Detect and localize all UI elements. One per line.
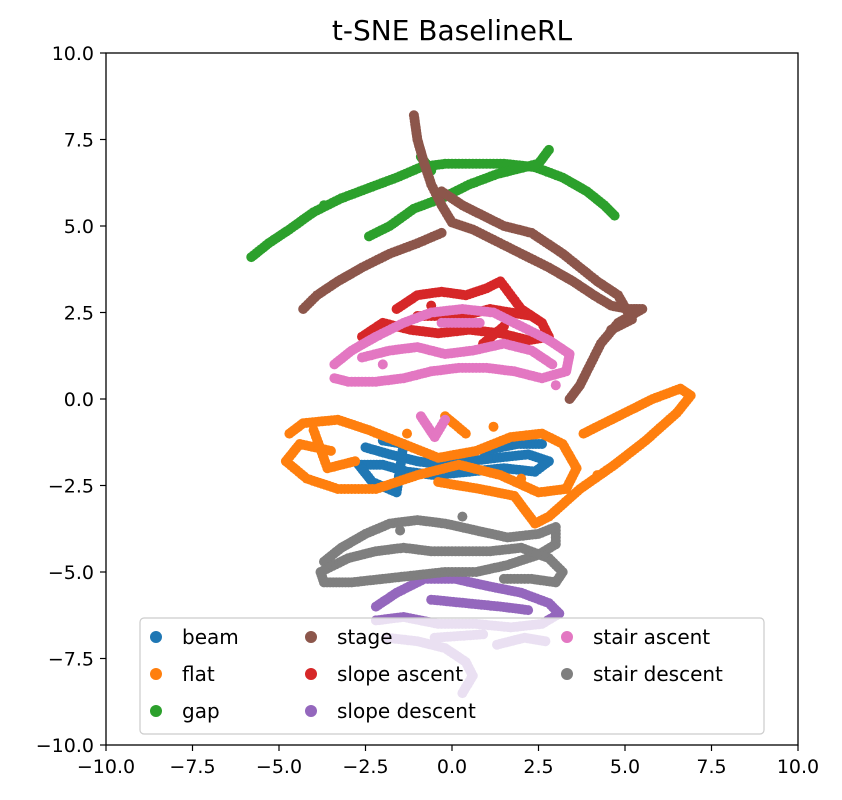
legend-marker	[305, 631, 317, 643]
point	[550, 380, 561, 391]
legend-item-beam: beam	[150, 625, 239, 649]
legend-label: stair descent	[593, 662, 723, 686]
series-gap	[246, 144, 620, 263]
legend-label: stage	[337, 625, 393, 649]
legend-label: slope descent	[337, 699, 476, 723]
x-tick-label: 5.0	[610, 756, 640, 778]
legend-marker	[150, 631, 162, 643]
legend-label: gap	[182, 699, 220, 723]
point	[436, 317, 447, 328]
point	[498, 573, 509, 584]
legend-item-stair-ascent: stair ascent	[561, 625, 710, 649]
legend-frame	[139, 617, 765, 735]
x-tick-label: −5.0	[256, 756, 302, 778]
y-tick-label: −2.5	[48, 476, 94, 498]
x-axis: −10.0 −7.5 −5.0 −2.5 0.0 2.5 5.0 7.5 10.0	[77, 745, 819, 778]
point	[488, 421, 499, 432]
point	[523, 605, 534, 616]
point	[377, 359, 388, 370]
point	[308, 425, 319, 436]
series-stage	[298, 110, 648, 404]
point	[440, 414, 451, 425]
y-tick-label: 5.0	[64, 216, 94, 238]
legend-marker	[561, 668, 573, 680]
point	[537, 439, 547, 449]
y-tick-label: −7.5	[48, 649, 94, 671]
point	[516, 473, 527, 484]
point	[319, 200, 329, 211]
y-tick-label: 0.0	[64, 389, 94, 411]
point	[457, 511, 468, 522]
point	[512, 162, 523, 173]
point	[592, 470, 603, 481]
legend-item-stair-descent: stair descent	[561, 662, 723, 686]
legend-marker	[305, 705, 317, 717]
legend-marker	[150, 705, 162, 717]
y-axis: −10.0 −7.5 −5.0 −2.5 0.0 2.5 5.0 7.5 10.0	[36, 43, 106, 757]
series-stair-ascent	[329, 304, 575, 443]
point	[402, 428, 412, 439]
y-tick-label: 2.5	[64, 303, 94, 325]
legend-item-slope-ascent: slope ascent	[305, 662, 463, 686]
legend-item-gap: gap	[150, 699, 220, 723]
series-stair-descent	[315, 511, 568, 588]
legend-label: beam	[182, 625, 239, 649]
legend-label: slope ascent	[337, 662, 463, 686]
legend-item-stage: stage	[305, 625, 393, 649]
legend-marker	[305, 668, 317, 680]
point	[325, 445, 336, 456]
point	[298, 304, 309, 314]
legend-label: flat	[182, 662, 215, 686]
legend: beam flat gap stage slope ascent slope descen…	[139, 617, 765, 735]
y-tick-label: −5.0	[48, 562, 94, 584]
point	[460, 428, 471, 439]
point	[606, 324, 617, 335]
x-tick-label: −10.0	[77, 756, 135, 778]
x-tick-label: −7.5	[169, 756, 215, 778]
series-flat	[280, 383, 696, 529]
x-tick-label: 0.0	[437, 756, 467, 778]
x-tick-label: −2.5	[342, 756, 388, 778]
point	[564, 394, 575, 404]
legend-label: stair ascent	[593, 625, 710, 649]
y-tick-label: −10.0	[36, 735, 94, 757]
x-tick-label: 2.5	[523, 756, 553, 778]
x-tick-label: 7.5	[696, 756, 726, 778]
point	[329, 373, 340, 384]
point	[433, 477, 444, 487]
y-tick-label: 10.0	[52, 43, 94, 65]
point	[364, 231, 374, 242]
point	[547, 359, 558, 370]
chart-title: t-SNE BaselineRL	[332, 14, 573, 47]
y-tick-label: 7.5	[64, 130, 94, 152]
legend-item-flat: flat	[150, 662, 215, 686]
legend-marker	[150, 668, 162, 680]
x-tick-label: 10.0	[777, 756, 819, 778]
points-layer	[246, 110, 696, 699]
legend-marker	[561, 631, 573, 643]
point	[526, 311, 537, 321]
point	[395, 525, 406, 536]
legend-item-slope-descent: slope descent	[305, 699, 476, 723]
point	[609, 210, 620, 221]
